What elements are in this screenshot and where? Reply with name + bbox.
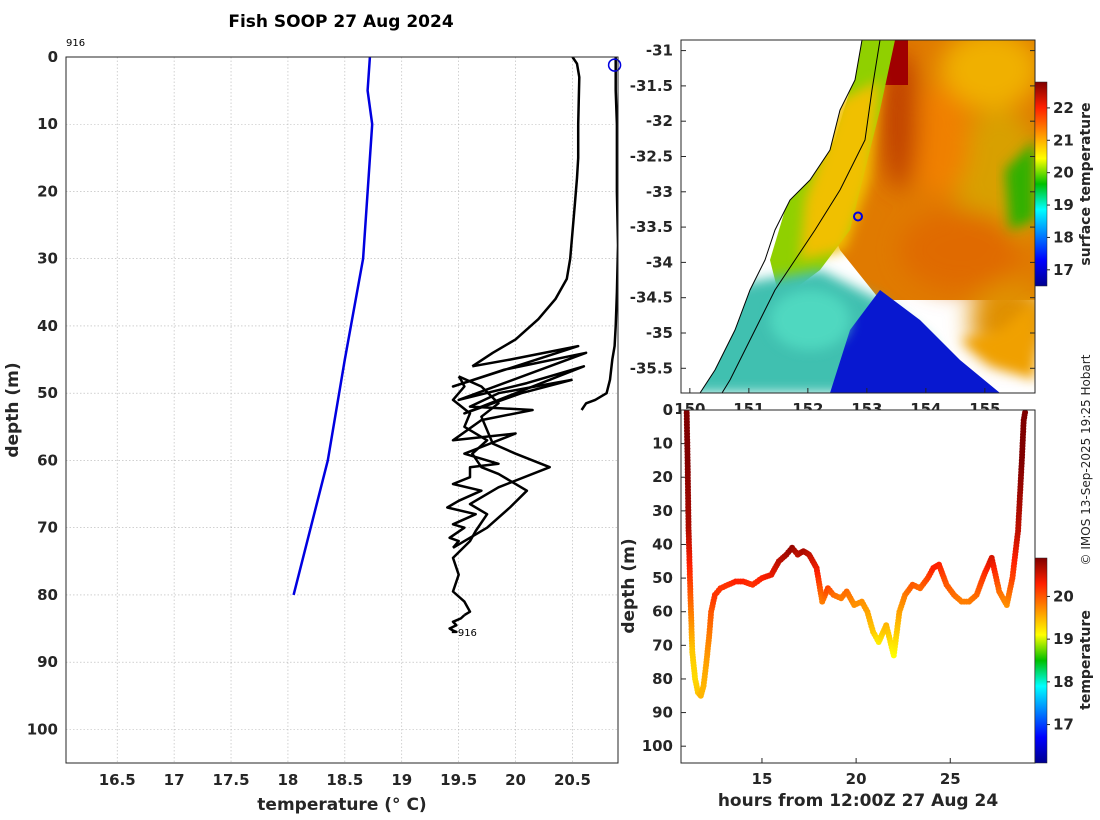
profile-surface-marker (607, 58, 622, 72)
map-y-tick: -31.5 (630, 77, 673, 95)
profile-y-tick: 100 (27, 720, 58, 738)
depth-time-x-tick: 15 (752, 770, 773, 788)
profile-x-tick: 17 (164, 771, 185, 789)
map-y-tick: -33.5 (630, 218, 673, 236)
map-shelf-contour (721, 40, 881, 393)
profile-end-label: 916 (458, 628, 477, 639)
map-y-tick: -35.5 (630, 359, 673, 377)
map-colorbar (1034, 81, 1048, 287)
profile-line (446, 378, 573, 549)
profile-y-label: depth (m) (3, 362, 23, 457)
depth-time-colorbar (1034, 557, 1048, 764)
climatology-line (292, 57, 374, 596)
depth-time-y-tick: 40 (652, 535, 673, 553)
depth-time-series (683, 410, 1029, 699)
depth-time-panel: 15 20 25 0 10 20 30 40 50 60 70 80 90 100 hours from … (619, 401, 1094, 811)
profile-y-tick: 50 (37, 384, 58, 402)
map-colorbar-label: surface temperature (1078, 102, 1094, 265)
profile-y-tick: 10 (37, 115, 58, 133)
profile-grid (66, 56, 618, 763)
map-land (681, 40, 862, 393)
map-cold-water (830, 290, 1000, 393)
profile-y-tick: 30 (37, 250, 58, 268)
profile-y-tick: 80 (37, 586, 58, 604)
profile-y-tick: 90 (37, 653, 58, 671)
depth-time-point (1022, 410, 1029, 416)
copyright-text: © IMOS 13-Sep-2025 19:25 Hobart (1079, 354, 1093, 565)
map-colorbar-tick: 18 (1053, 228, 1074, 246)
profile-x-label: temperature (° C) (257, 795, 426, 815)
map-colorbar-tick: 21 (1053, 131, 1074, 149)
depth-time-y-tick: 70 (652, 636, 673, 654)
depth-time-tick-labels: 15 20 25 0 10 20 30 40 50 60 70 80 90 100 (642, 401, 961, 788)
depth-time-x-tick: 20 (846, 770, 867, 788)
profile-x-tick: 16.5 (99, 771, 136, 789)
depth-time-y-tick: 0 (663, 401, 673, 419)
depth-time-y-tick: 100 (642, 737, 673, 755)
profile-x-tick: 20 (505, 771, 526, 789)
depth-time-plot-area (681, 410, 1035, 763)
map-y-tick: -33 (646, 183, 673, 201)
profile-y-tick: 60 (37, 451, 58, 469)
depth-time-colorbar-tick: 20 (1053, 587, 1074, 605)
depth-time-y-tick: 20 (652, 468, 673, 486)
map-coastline (699, 40, 863, 393)
depth-time-x-tick: 25 (940, 770, 961, 788)
profile-x-tick: 18 (278, 771, 299, 789)
profile-top-label: 916 (66, 38, 85, 49)
map-colorbar-tick: 22 (1053, 99, 1074, 117)
map-y-tick: -34 (646, 253, 673, 271)
profile-axes-box (65, 56, 619, 764)
profile-y-tick: 40 (37, 317, 58, 335)
map-y-tick: -32.5 (630, 147, 673, 165)
profile-x-tick: 20.5 (554, 771, 591, 789)
profile-plot-area (66, 57, 618, 763)
map-y-tick: -31 (646, 42, 673, 60)
depth-time-y-tick: 90 (652, 704, 673, 722)
sst-map-panel: 150 151 152 153 154 155-31-31.5-32-32.5-33-33… (630, 39, 1094, 418)
depth-time-y-tick: 10 (652, 435, 673, 453)
depth-time-y-tick: 80 (652, 670, 673, 688)
depth-time-y-label: depth (m) (619, 538, 639, 633)
profile-line (451, 375, 551, 617)
depth-time-y-tick: 60 (652, 603, 673, 621)
depth-time-y-tick: 30 (652, 502, 673, 520)
map-colorbar-tick: 17 (1053, 261, 1074, 279)
profile-x-tick: 19 (391, 771, 412, 789)
profile-x-tick: 18.5 (326, 771, 363, 789)
depth-time-colorbar-ticks: 17 18 19 20 (1047, 587, 1074, 734)
depth-time-colorbar-tick: 19 (1053, 630, 1074, 648)
profile-panel: 16.5 17 17.5 18 18.5 19 19.5 20 20.5 0 10 20 30 40 50 6… (3, 38, 622, 815)
map-location-marker (853, 211, 863, 222)
chart-title: Fish SOOP 27 Aug 2024 (228, 12, 454, 32)
profile-y-tick: 20 (37, 182, 58, 200)
profile-line (451, 375, 529, 549)
profile-x-tick: 19.5 (440, 771, 477, 789)
profile-y-tick: 70 (37, 519, 58, 537)
profile-line (448, 614, 466, 634)
map-colorbar-tick: 19 (1053, 196, 1074, 214)
profile-line (471, 57, 581, 368)
map-y-tick: -32 (646, 112, 673, 130)
profile-y-tick: 0 (48, 48, 58, 66)
profile-line (451, 344, 588, 415)
profile-x-tick: 17.5 (213, 771, 250, 789)
profile-line (580, 57, 618, 411)
map-colorbar-tick: 20 (1053, 164, 1074, 182)
depth-time-colorbar-tick: 18 (1053, 673, 1074, 691)
depth-time-colorbar-label: temperature (1078, 610, 1094, 710)
map-colorbar-ticks: 17 18 19 20 21 22 (1047, 99, 1074, 279)
profile-series (292, 57, 618, 634)
profile-tick-labels: 16.5 17 17.5 18 18.5 19 19.5 20 20.5 0 10 20 30 40 50 6… (27, 48, 591, 789)
depth-time-colorbar-tick: 17 (1053, 716, 1074, 734)
map-y-tick: -34.5 (630, 289, 673, 307)
depth-time-y-tick: 50 (652, 569, 673, 587)
map-y-tick: -35 (646, 324, 673, 342)
sst-map-image (681, 40, 1035, 393)
depth-time-x-label: hours from 12:00Z 27 Aug 24 (718, 791, 999, 811)
